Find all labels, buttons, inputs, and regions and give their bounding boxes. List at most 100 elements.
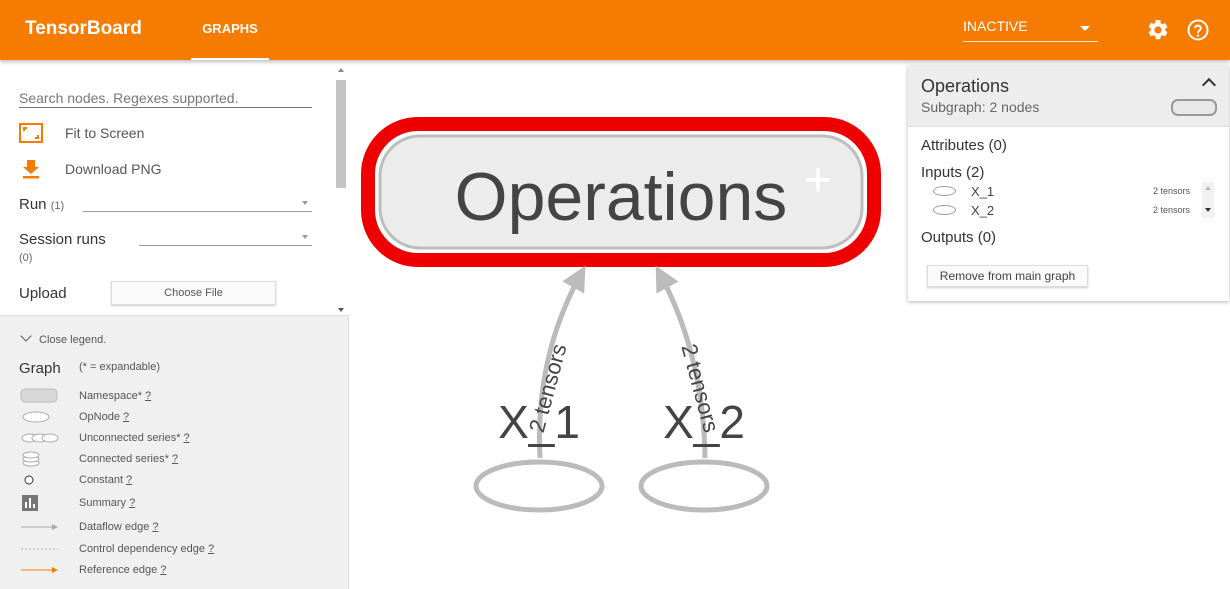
- download-icon: [19, 159, 43, 179]
- summary-icon: [20, 494, 60, 512]
- legend-help-link[interactable]: ?: [160, 564, 166, 576]
- input-count: 2 tensors: [1153, 205, 1190, 215]
- legend-item-label: Summary: [79, 497, 126, 509]
- legend-item-constant: Constant?: [0, 471, 349, 489]
- caret-down-icon: [1080, 26, 1090, 31]
- download-png-button[interactable]: Download PNG: [19, 157, 169, 181]
- caret-down-icon: [302, 201, 308, 205]
- legend-help-link[interactable]: ?: [145, 390, 151, 402]
- sidebar-controls: Fit to Screen Download PNG Run (1) Sessi…: [0, 60, 349, 316]
- run-label-text: Run: [19, 196, 47, 213]
- chevron-up-icon[interactable]: [1202, 78, 1216, 92]
- close-legend-label: Close legend.: [39, 334, 106, 346]
- caret-down-icon: [302, 235, 308, 239]
- legend-item-opnode: OpNode?: [0, 408, 349, 426]
- fit-to-screen-button[interactable]: Fit to Screen: [19, 121, 159, 145]
- session-runs-label: Session runs: [19, 231, 106, 248]
- tab-indicator: [191, 58, 269, 60]
- legend-help-link[interactable]: ?: [184, 432, 190, 444]
- control-edge-icon: [20, 540, 60, 558]
- sidebar: Fit to Screen Download PNG Run (1) Sessi…: [0, 60, 349, 589]
- legend-item-label: Dataflow edge: [79, 521, 149, 533]
- gear-icon[interactable]: [1146, 18, 1170, 42]
- close-legend-toggle[interactable]: Close legend.: [22, 334, 106, 346]
- connected-series-icon: [20, 450, 60, 468]
- expand-plus-icon[interactable]: +: [804, 154, 832, 207]
- scroll-up-icon[interactable]: [338, 68, 344, 72]
- run-select-dropdown[interactable]: INACTIVE: [963, 18, 1098, 42]
- legend-item-unconnected-series: Unconnected series*?: [0, 429, 349, 447]
- legend-subtitle: (* = expandable): [79, 361, 160, 373]
- run-label: Run (1): [19, 196, 64, 213]
- download-png-label: Download PNG: [65, 161, 162, 177]
- op-node-label: X_1: [498, 396, 580, 448]
- legend-item-label: Constant: [79, 474, 123, 486]
- help-icon[interactable]: [1186, 18, 1210, 42]
- constant-icon: [20, 471, 60, 489]
- run-select-value: INACTIVE: [963, 18, 1028, 34]
- legend-item-label: Namespace*: [79, 390, 142, 402]
- namespace-icon: [20, 387, 60, 405]
- input-name: X_2: [971, 203, 994, 218]
- legend-item-control-dependency-edge: Control dependency edge?: [0, 540, 349, 558]
- legend-help-link[interactable]: ?: [152, 521, 158, 533]
- opnode-icon: [933, 186, 956, 196]
- fit-to-screen-label: Fit to Screen: [65, 125, 144, 141]
- legend-item-connected-series: Connected series*?: [0, 450, 349, 468]
- search-input[interactable]: [19, 88, 312, 108]
- app-title: TensorBoard: [25, 18, 142, 40]
- legend-item-label: Control dependency edge: [79, 543, 205, 555]
- input-name: X_1: [971, 184, 994, 199]
- inputs-scrollbar[interactable]: [1202, 182, 1214, 218]
- choose-file-button[interactable]: Choose File: [111, 281, 276, 305]
- legend-help-link[interactable]: ?: [129, 497, 135, 509]
- op-node-label: X_2: [663, 396, 745, 448]
- op-node-ellipse: [476, 462, 602, 510]
- legend-item-namespace: Namespace*?: [0, 387, 349, 405]
- scroll-up-icon[interactable]: [1205, 186, 1211, 190]
- top-app-bar: TensorBoard GRAPHS INACTIVE: [0, 0, 1230, 60]
- session-runs-count: (0): [19, 252, 32, 264]
- input-row-x2[interactable]: X_2 2 tensors: [908, 202, 1229, 220]
- node-info-card: Operations Subgraph: 2 nodes Attributes …: [908, 66, 1229, 301]
- legend-help-link[interactable]: ?: [172, 453, 178, 465]
- fit-screen-icon: [19, 123, 43, 143]
- legend-help-link[interactable]: ?: [123, 411, 129, 423]
- tab-graphs-label: GRAPHS: [202, 21, 258, 36]
- legend-item-label: Unconnected series*: [79, 432, 181, 444]
- namespace-shape-icon: [1171, 99, 1217, 116]
- legend-item-label: OpNode: [79, 411, 120, 423]
- legend-item-dataflow-edge: Dataflow edge?: [0, 518, 349, 536]
- tab-graphs[interactable]: GRAPHS: [191, 0, 269, 60]
- opnode-icon: [20, 408, 60, 426]
- reference-edge-icon: [20, 561, 60, 579]
- legend-title: Graph: [19, 360, 61, 377]
- legend-item-reference-edge: Reference edge?: [0, 561, 349, 579]
- op-node-ellipse: [641, 462, 767, 510]
- info-card-title: Operations: [921, 76, 1009, 97]
- info-card-header: Operations Subgraph: 2 nodes: [908, 66, 1229, 127]
- sidebar-scrollbar[interactable]: [335, 66, 347, 312]
- run-dropdown[interactable]: [83, 194, 312, 212]
- info-card-subtitle: Subgraph: 2 nodes: [921, 99, 1039, 115]
- chevron-down-icon: [20, 330, 31, 341]
- run-count: (1): [51, 200, 64, 212]
- legend-item-label: Reference edge: [79, 564, 157, 576]
- legend-help-link[interactable]: ?: [126, 474, 132, 486]
- legend-help-link[interactable]: ?: [208, 543, 214, 555]
- scroll-down-icon[interactable]: [1205, 208, 1211, 212]
- dataflow-edge-icon: [20, 518, 60, 536]
- namespace-node-operations[interactable]: Operations +: [368, 124, 874, 260]
- namespace-label: Operations: [455, 159, 788, 235]
- remove-from-main-graph-button[interactable]: Remove from main graph: [927, 265, 1088, 287]
- scroll-down-icon[interactable]: [338, 308, 344, 312]
- scrollbar-thumb[interactable]: [336, 80, 346, 188]
- attributes-heading: Attributes (0): [921, 137, 1007, 154]
- unconnected-series-icon: [20, 429, 60, 447]
- inputs-heading: Inputs (2): [921, 164, 984, 181]
- upload-label: Upload: [19, 285, 67, 302]
- legend-item-label: Connected series*: [79, 453, 169, 465]
- session-runs-dropdown[interactable]: [139, 228, 312, 246]
- input-count: 2 tensors: [1153, 186, 1190, 196]
- input-row-x1[interactable]: X_1 2 tensors: [908, 183, 1229, 201]
